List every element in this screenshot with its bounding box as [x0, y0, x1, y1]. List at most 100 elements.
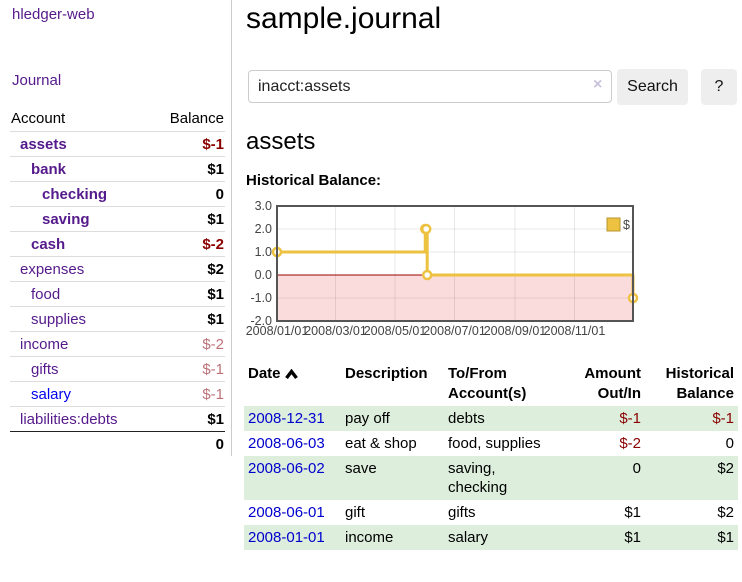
- amount-column-header: Amount Out/In: [584, 365, 641, 402]
- clear-search-icon[interactable]: ×: [593, 76, 603, 93]
- account-link-saving[interactable]: saving: [42, 210, 90, 228]
- account-balance: $1: [207, 410, 224, 428]
- transaction-date-link[interactable]: 2008-06-02: [248, 460, 325, 477]
- account-balance: $-1: [202, 360, 224, 378]
- svg-text:2008/07/01: 2008/07/01: [423, 324, 486, 338]
- account-column-header: Account: [11, 110, 66, 127]
- register-row: 2008-01-01 income salary $1 $1: [244, 525, 738, 550]
- transaction-balance: $2: [717, 504, 734, 521]
- account-balance: $-2: [202, 235, 224, 253]
- description-column-header: Description: [345, 365, 428, 382]
- accounts-table-header: Account Balance: [10, 106, 225, 131]
- account-balance: $-1: [202, 385, 224, 403]
- balance-column-header: Historical Balance: [665, 365, 734, 402]
- transaction-amount: $1: [624, 529, 641, 546]
- svg-text:2008/11/01: 2008/11/01: [544, 324, 606, 338]
- transaction-balance: $1: [717, 529, 734, 546]
- account-balance: $1: [207, 160, 224, 178]
- account-row: saving $1: [10, 206, 225, 231]
- transaction-accounts: food, supplies: [448, 435, 541, 452]
- svg-text:2008/03/01: 2008/03/01: [304, 324, 367, 338]
- transaction-description: save: [345, 460, 377, 477]
- transaction-balance: $-1: [712, 410, 734, 427]
- account-balance: $-2: [202, 335, 224, 353]
- account-row: food $1: [10, 281, 225, 306]
- transaction-description: income: [345, 529, 394, 546]
- account-balance: $1: [207, 285, 224, 303]
- account-row: assets $-1: [10, 131, 225, 156]
- account-balance: $-1: [202, 135, 224, 153]
- account-row: income $-2: [10, 331, 225, 356]
- account-row: checking 0: [10, 181, 225, 206]
- register-row: 2008-06-01 gift gifts $1 $2: [244, 500, 738, 525]
- transaction-date-link[interactable]: 2008-06-01: [248, 504, 325, 521]
- register-row: 2008-12-31 pay off debts $-1 $-1: [244, 406, 738, 431]
- account-link-salary[interactable]: salary: [31, 385, 72, 403]
- svg-text:2008/09/01: 2008/09/01: [484, 324, 547, 338]
- account-row: gifts $-1: [10, 356, 225, 381]
- svg-text:2008/01/01: 2008/01/01: [246, 324, 309, 338]
- svg-text:$: $: [623, 218, 630, 232]
- account-balance: $1: [207, 210, 224, 228]
- transaction-amount: $-2: [619, 435, 641, 452]
- register-table: Date Description To/From Account(s) Amou…: [244, 362, 738, 550]
- chart-title: Historical Balance:: [246, 172, 382, 189]
- svg-text:-2.0: -2.0: [250, 314, 272, 328]
- account-link-expenses[interactable]: expenses: [20, 260, 85, 278]
- register-row: 2008-06-03 eat & shop food, supplies $-2…: [244, 431, 738, 456]
- transaction-accounts: debts: [448, 410, 485, 427]
- account-link-supplies[interactable]: supplies: [31, 310, 87, 328]
- register-row: 2008-06-02 save saving, checking 0 $2: [244, 456, 738, 500]
- account-balance: 0: [215, 185, 224, 203]
- svg-text:1.0: 1.0: [255, 245, 272, 259]
- account-balance: $1: [207, 310, 224, 328]
- transaction-accounts: salary: [448, 529, 489, 546]
- accounts-total-balance: 0: [215, 435, 224, 453]
- account-link-gifts[interactable]: gifts: [31, 360, 59, 378]
- account-link-food[interactable]: food: [31, 285, 61, 303]
- account-row: cash $-2: [10, 231, 225, 256]
- account-link-liabilities-debts[interactable]: liabilities:debts: [20, 410, 118, 428]
- svg-text:2.0: 2.0: [255, 222, 272, 236]
- app-brand-link[interactable]: hledger-web: [12, 6, 95, 23]
- account-link-cash[interactable]: cash: [31, 235, 66, 253]
- account-page-title: assets: [246, 128, 316, 155]
- svg-text:0.0: 0.0: [255, 268, 272, 282]
- transaction-balance: $2: [717, 460, 734, 477]
- account-link-assets[interactable]: assets: [20, 135, 67, 153]
- account-balance: $2: [207, 260, 224, 278]
- transaction-accounts: gifts: [448, 504, 476, 521]
- transaction-date-link[interactable]: 2008-12-31: [248, 410, 325, 427]
- account-link-checking[interactable]: checking: [42, 185, 108, 203]
- register-header-row: Date Description To/From Account(s) Amou…: [244, 362, 738, 406]
- transaction-balance: 0: [725, 435, 734, 452]
- sidebar: hledger-web Journal Account Balance asse…: [0, 0, 232, 456]
- transaction-date-link[interactable]: 2008-01-01: [248, 529, 325, 546]
- svg-text:2008/05/01: 2008/05/01: [364, 324, 427, 338]
- date-header-label: Date: [248, 365, 281, 382]
- sidebar-item-journal[interactable]: Journal: [12, 72, 62, 89]
- transaction-description: gift: [345, 504, 366, 521]
- accounts-table: Account Balance assets $-1 bank $1 check…: [10, 106, 225, 456]
- transaction-amount: 0: [632, 460, 641, 477]
- svg-text:3.0: 3.0: [255, 199, 272, 213]
- transaction-date-link[interactable]: 2008-06-03: [248, 435, 325, 452]
- account-link-bank[interactable]: bank: [31, 160, 67, 178]
- account-row: salary $-1: [10, 381, 225, 406]
- search-input[interactable]: [248, 70, 612, 103]
- historical-balance-chart: 3.0 2.0 1.0 0.0 -1.0 -2.02008/01/012008/03/01…: [246, 199, 639, 338]
- account-link-income[interactable]: income: [20, 335, 69, 353]
- search-button[interactable]: Search: [617, 69, 688, 105]
- balance-column-header: Balance: [169, 110, 224, 127]
- help-button[interactable]: ?: [701, 69, 737, 105]
- transaction-description: eat & shop: [345, 435, 417, 452]
- account-row: liabilities:debts $1: [10, 406, 225, 431]
- account-row: supplies $1: [10, 306, 225, 331]
- account-row: bank $1: [10, 156, 225, 181]
- transaction-accounts: saving, checking: [448, 460, 508, 496]
- accounts-total-row: 0: [10, 431, 225, 456]
- transaction-amount: $-1: [619, 410, 641, 427]
- date-column-header[interactable]: Date: [244, 362, 341, 406]
- account-column-header: To/From Account(s): [448, 365, 527, 402]
- account-row: expenses $2: [10, 256, 225, 281]
